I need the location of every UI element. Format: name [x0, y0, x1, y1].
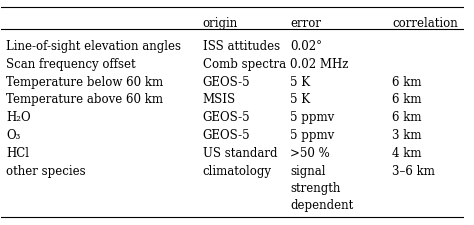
Text: correlation: correlation	[392, 17, 458, 30]
Text: 0.02°: 0.02°	[291, 40, 322, 53]
Text: HCl: HCl	[6, 147, 29, 160]
Text: Temperature below 60 km: Temperature below 60 km	[6, 76, 163, 88]
Text: signal
strength
dependent: signal strength dependent	[291, 165, 354, 212]
Text: 5 ppmv: 5 ppmv	[291, 129, 335, 142]
Text: ISS attitudes: ISS attitudes	[202, 40, 280, 53]
Text: other species: other species	[6, 165, 86, 178]
Text: GEOS-5: GEOS-5	[202, 111, 250, 124]
Text: 6 km: 6 km	[392, 111, 422, 124]
Text: Temperature above 60 km: Temperature above 60 km	[6, 93, 163, 106]
Text: MSIS: MSIS	[202, 93, 236, 106]
Text: Scan frequency offset: Scan frequency offset	[6, 58, 136, 71]
Text: 5 ppmv: 5 ppmv	[291, 111, 335, 124]
Text: GEOS-5: GEOS-5	[202, 129, 250, 142]
Text: O₃: O₃	[6, 129, 20, 142]
Text: 6 km: 6 km	[392, 93, 422, 106]
Text: 5 K: 5 K	[291, 76, 310, 88]
Text: GEOS-5: GEOS-5	[202, 76, 250, 88]
Text: error: error	[291, 17, 321, 30]
Text: 4 km: 4 km	[392, 147, 422, 160]
Text: H₂O: H₂O	[6, 111, 31, 124]
Text: 5 K: 5 K	[291, 93, 310, 106]
Text: 0.02 MHz: 0.02 MHz	[291, 58, 349, 71]
Text: >50 %: >50 %	[291, 147, 330, 160]
Text: origin: origin	[202, 17, 238, 30]
Text: Comb spectra: Comb spectra	[202, 58, 286, 71]
Text: US standard: US standard	[202, 147, 277, 160]
Text: Line-of-sight elevation angles: Line-of-sight elevation angles	[6, 40, 181, 53]
Text: 3–6 km: 3–6 km	[392, 165, 435, 178]
Text: climatology: climatology	[202, 165, 272, 178]
Text: 6 km: 6 km	[392, 76, 422, 88]
Text: 3 km: 3 km	[392, 129, 422, 142]
